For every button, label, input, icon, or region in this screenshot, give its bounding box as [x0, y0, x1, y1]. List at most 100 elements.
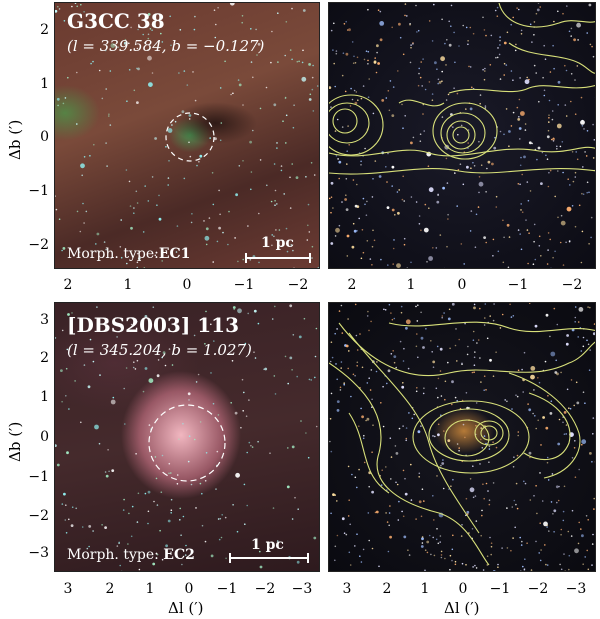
star [512, 466, 515, 468]
star [242, 160, 244, 162]
star [108, 470, 110, 473]
star [332, 49, 334, 51]
star [571, 205, 574, 207]
star [529, 23, 532, 26]
star [301, 61, 304, 64]
star [137, 257, 141, 260]
star [269, 452, 271, 454]
star [565, 115, 568, 117]
galactic-coords: (l = 339.584, b = −0.127) [67, 37, 265, 55]
star [344, 90, 347, 93]
star [562, 519, 565, 522]
star [501, 547, 503, 549]
star [439, 370, 442, 372]
star [479, 102, 481, 105]
star [578, 307, 584, 312]
star [457, 169, 460, 171]
star [433, 554, 436, 557]
star [580, 350, 583, 352]
star [432, 360, 436, 364]
star [449, 347, 451, 350]
star [347, 367, 349, 370]
star [198, 161, 200, 163]
star [443, 430, 445, 432]
star [366, 315, 369, 317]
star [197, 373, 200, 376]
star [189, 155, 192, 158]
star [221, 514, 223, 516]
star [311, 88, 314, 91]
star [143, 267, 146, 268]
star [92, 530, 94, 532]
star [311, 245, 314, 248]
star [430, 553, 432, 556]
star [388, 524, 390, 527]
star [285, 114, 288, 117]
star [372, 424, 374, 426]
star [386, 181, 388, 183]
y-tick: −1 [28, 469, 49, 485]
star [482, 68, 484, 71]
star [391, 318, 394, 321]
star [589, 306, 591, 309]
star [472, 161, 474, 164]
star [188, 435, 191, 437]
star [302, 49, 304, 52]
y-tick: −1 [28, 183, 49, 199]
star [93, 143, 95, 146]
star [330, 392, 333, 395]
star [205, 452, 208, 454]
star [588, 243, 590, 245]
star [161, 260, 163, 262]
star [403, 535, 407, 539]
star [66, 451, 69, 455]
star [483, 375, 486, 377]
star [371, 406, 373, 408]
star [407, 549, 409, 551]
star [506, 547, 509, 549]
star [568, 240, 571, 242]
star [211, 172, 214, 174]
star [418, 472, 421, 475]
star [243, 391, 245, 394]
star [503, 133, 505, 136]
star [538, 100, 540, 103]
star [369, 258, 372, 260]
star [144, 315, 148, 318]
star [181, 563, 183, 566]
star [497, 563, 499, 566]
star [108, 115, 110, 117]
star [484, 107, 487, 109]
star [156, 204, 158, 206]
star [435, 387, 438, 390]
star [360, 160, 362, 163]
star [456, 205, 458, 207]
star [354, 374, 356, 377]
star [415, 345, 418, 348]
star [80, 3, 82, 6]
star [167, 128, 173, 133]
star [156, 504, 159, 506]
star [367, 63, 369, 65]
star [542, 76, 544, 79]
star [582, 345, 585, 348]
star [509, 303, 511, 306]
star [571, 457, 574, 459]
star [109, 70, 112, 72]
star [587, 519, 589, 521]
star [557, 80, 561, 84]
star [566, 206, 572, 212]
star [409, 61, 412, 64]
star [392, 263, 394, 265]
star [309, 93, 312, 96]
star [368, 377, 370, 379]
star [439, 541, 441, 543]
star [379, 21, 385, 26]
star [570, 535, 573, 537]
star [510, 549, 512, 552]
star [488, 445, 491, 448]
star [385, 166, 387, 168]
star [367, 59, 369, 62]
star [65, 367, 68, 370]
star [110, 399, 116, 405]
